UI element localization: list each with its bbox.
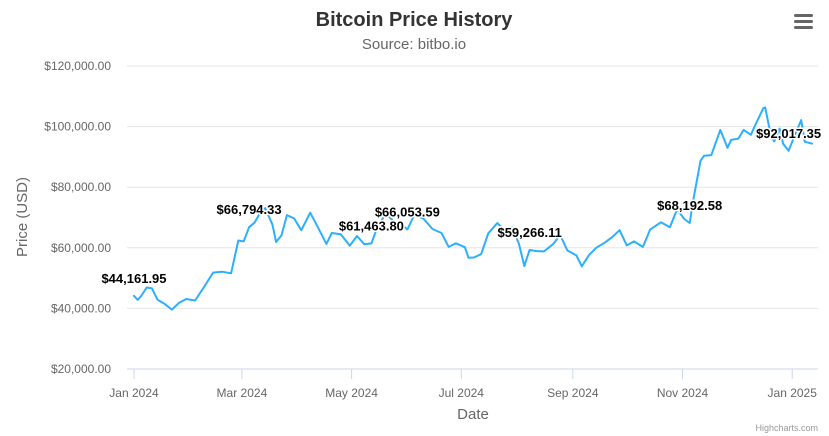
x-tick-label: Nov 2024 <box>657 386 709 400</box>
y-tick-label: $80,000.00 <box>51 180 111 194</box>
y-axis-labels: $20,000.00 $40,000.00 $60,000.00 $80,000.00… <box>44 59 111 376</box>
grid-lines <box>127 65 818 309</box>
data-labels: $44,161.95 $66,794.33 $61,463.80$66,053.59… <box>100 124 823 287</box>
chart-subtitle: Source: bitbo.io <box>362 36 466 53</box>
y-tick-label: $100,000.00 <box>44 120 111 134</box>
series-group <box>133 106 813 311</box>
y-tick-label: $60,000.00 <box>51 241 111 255</box>
x-tick-label: May 2024 <box>325 386 378 400</box>
y-tick-label: $20,000.00 <box>51 362 111 376</box>
y-axis-title: Price (USD) <box>14 177 31 257</box>
data-label: $44,161.95 <box>101 271 166 286</box>
hamburger-icon[interactable] <box>794 14 813 29</box>
x-axis-title: Date <box>457 406 489 423</box>
data-label: $59,266.11 <box>497 225 561 240</box>
y-tick-label: $120,000.00 <box>44 59 111 73</box>
x-tick-label: Jan 2025 <box>768 386 818 400</box>
credits-link[interactable]: Highcharts.com <box>755 423 818 433</box>
x-tick-label: Sep 2024 <box>547 386 599 400</box>
chart-menu-button[interactable] <box>790 8 818 34</box>
x-tick-label: Mar 2024 <box>217 386 268 400</box>
price-series-line <box>133 106 813 311</box>
x-tick-label: Jul 2024 <box>439 386 485 400</box>
y-tick-label: $40,000.00 <box>51 301 111 315</box>
data-label: $68,192.58 <box>657 198 722 213</box>
x-axis: Jan 2024 Mar 2024 May 2024 Jul 2024 Sep 2024… <box>109 368 818 400</box>
data-label: $66,794.33 <box>217 202 282 217</box>
x-tick-label: Jan 2024 <box>109 386 159 400</box>
chart-title: Bitcoin Price History <box>316 9 514 31</box>
data-label: $92,017.35 <box>756 126 821 141</box>
data-label: $61,463.80 <box>339 218 404 233</box>
data-label: $66,053.59 <box>375 204 440 219</box>
